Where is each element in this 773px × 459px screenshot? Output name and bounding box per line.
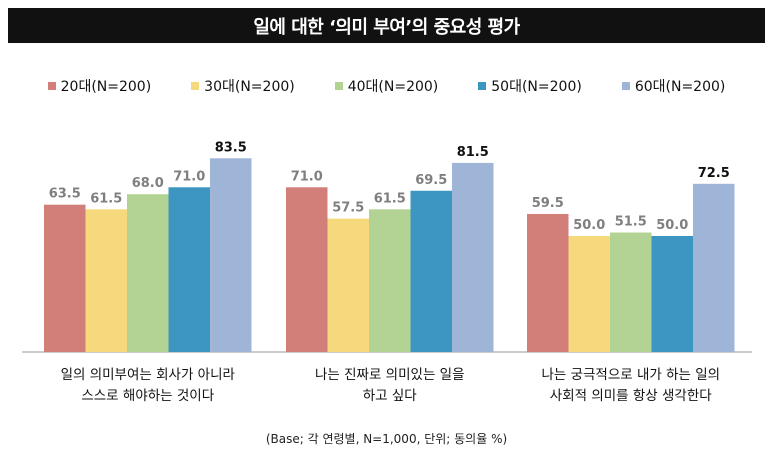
data-label: 71.0 bbox=[173, 169, 205, 184]
bar bbox=[210, 158, 252, 352]
bar bbox=[327, 218, 369, 352]
data-label: 57.5 bbox=[332, 201, 364, 216]
legend-swatch bbox=[334, 82, 343, 90]
base-note: (Base; 각 연령별, N=1,000, 단위; 동의율 %) bbox=[265, 432, 508, 446]
data-label: 50.0 bbox=[573, 218, 605, 233]
bar bbox=[527, 213, 569, 352]
category-label: 나는 궁극적으로 내가 하는 일의 bbox=[541, 367, 720, 383]
chart-title-bar: 일에 대한 ‘의미 부여’의 중요성 평가 bbox=[8, 8, 765, 43]
category-label: 하고 싶다 bbox=[363, 388, 418, 404]
category-label: 일의 의미부여는 회사가 아니라 bbox=[61, 367, 236, 383]
bar bbox=[568, 236, 610, 352]
legend-swatch bbox=[478, 82, 487, 90]
legend-item: 40대(N=200) bbox=[334, 76, 439, 96]
legend-label: 40대(N=200) bbox=[347, 79, 439, 95]
data-label: 68.0 bbox=[132, 176, 164, 191]
data-label: 61.5 bbox=[374, 191, 406, 206]
data-label: 61.5 bbox=[90, 191, 122, 206]
legend-label: 20대(N=200) bbox=[60, 79, 152, 95]
chart-title: 일에 대한 ‘의미 부여’의 중요성 평가 bbox=[253, 16, 520, 38]
legend-label: 30대(N=200) bbox=[204, 79, 295, 95]
bar bbox=[85, 209, 127, 352]
legend-swatch bbox=[47, 82, 56, 90]
data-label: 71.0 bbox=[291, 169, 323, 184]
legend-item: 50대(N=200) bbox=[478, 76, 582, 96]
data-label: 83.5 bbox=[215, 140, 247, 155]
data-label: 51.5 bbox=[615, 215, 647, 230]
legend-swatch bbox=[621, 82, 630, 90]
legend-item: 30대(N=200) bbox=[191, 76, 295, 96]
bar bbox=[286, 187, 328, 352]
data-label: 81.5 bbox=[457, 145, 489, 160]
bar bbox=[610, 232, 652, 352]
bar bbox=[127, 194, 169, 352]
bar bbox=[651, 236, 693, 352]
data-label: 59.5 bbox=[532, 196, 564, 211]
category-label: 나는 진짜로 의미있는 일을 bbox=[315, 367, 465, 383]
data-label: 72.5 bbox=[698, 166, 730, 181]
category-label: 스스로 해야하는 것이다 bbox=[81, 388, 214, 404]
bar bbox=[44, 204, 86, 352]
data-label: 69.5 bbox=[415, 173, 447, 188]
legend-item: 60대(N=200) bbox=[621, 76, 726, 96]
legend-item: 20대(N=200) bbox=[47, 76, 152, 96]
legend-label: 60대(N=200) bbox=[634, 79, 726, 95]
data-label: 63.5 bbox=[49, 187, 81, 202]
legend-label: 50대(N=200) bbox=[491, 79, 582, 95]
bar bbox=[410, 190, 452, 352]
bar bbox=[369, 209, 411, 352]
category-label: 사회적 의미를 항상 생각한다 bbox=[550, 388, 712, 404]
bar bbox=[168, 187, 210, 352]
legend-swatch bbox=[191, 82, 200, 90]
bar bbox=[452, 162, 494, 352]
legend: 20대(N=200) 30대(N=200) 40대(N=200) 50대(N=200)… bbox=[0, 76, 773, 96]
bar bbox=[693, 183, 735, 352]
data-label: 50.0 bbox=[656, 218, 688, 233]
